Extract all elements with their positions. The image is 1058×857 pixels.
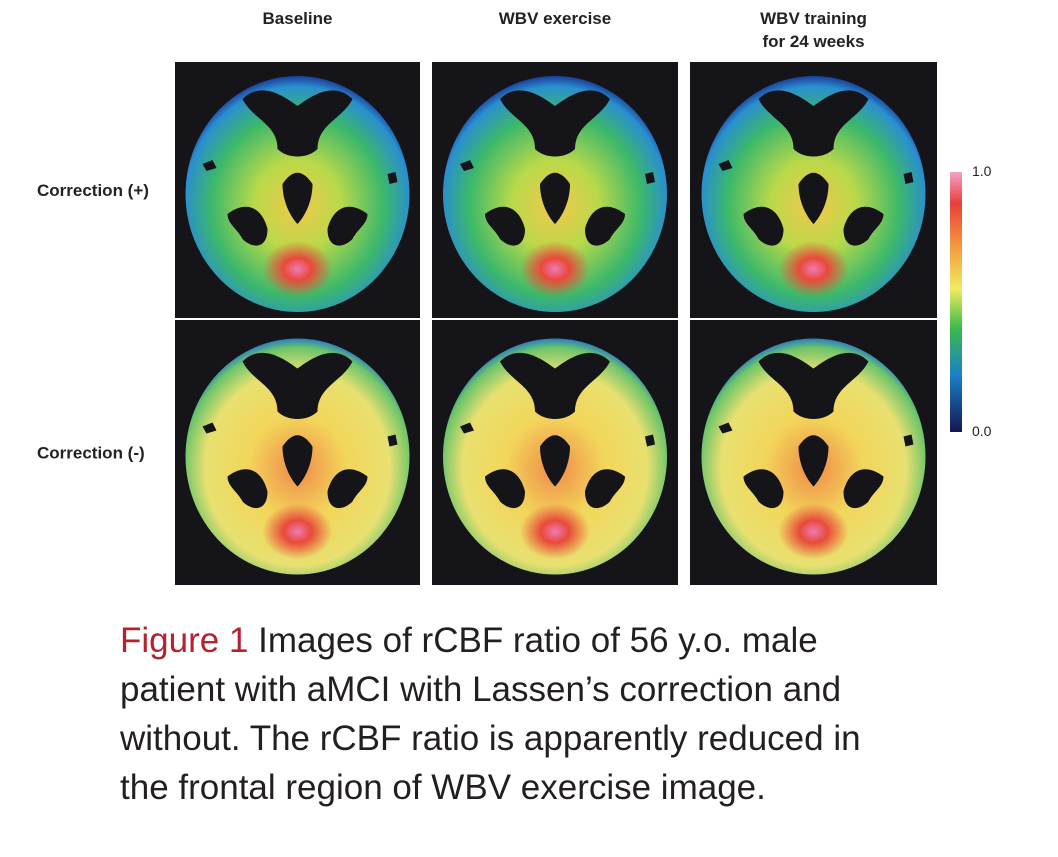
caption-text	[248, 621, 258, 660]
column-header: WBV exercise	[499, 9, 611, 28]
row-label: Correction (+)	[37, 181, 149, 200]
column-header: for 24 weeks	[762, 32, 864, 51]
caption-text: Images of rCBF ratio of 56 y.o. male	[258, 621, 818, 660]
brain-scan	[185, 76, 410, 312]
row-label: Correction (-)	[37, 444, 145, 463]
hot-spot	[262, 241, 333, 297]
caption-label: Figure 1	[120, 621, 248, 660]
caption-line: without. The rCBF ratio is apparently re…	[119, 719, 861, 758]
image-grid	[175, 62, 937, 585]
brain-scan	[701, 338, 926, 575]
hot-spot	[778, 241, 849, 297]
colorbar-min: 0.0	[972, 423, 992, 439]
colorbar-max: 1.0	[972, 163, 992, 179]
hot-spot	[520, 503, 590, 560]
hot-spot	[520, 241, 590, 297]
brain-scan	[185, 338, 410, 575]
caption-line: patient with aMCI with Lassen’s correcti…	[120, 670, 841, 709]
hot-spot	[778, 503, 849, 560]
brain-scan	[443, 76, 667, 312]
caption-line: the frontal region of WBV exercise image…	[120, 768, 766, 807]
column-header: WBV training	[760, 9, 867, 28]
caption-line: Figure 1 Images of rCBF ratio of 56 y.o.…	[120, 621, 818, 660]
brain-scan	[443, 338, 667, 575]
colorbar	[950, 172, 962, 432]
column-header: Baseline	[263, 9, 333, 28]
hot-spot	[262, 503, 333, 560]
brain-scan	[701, 76, 926, 312]
